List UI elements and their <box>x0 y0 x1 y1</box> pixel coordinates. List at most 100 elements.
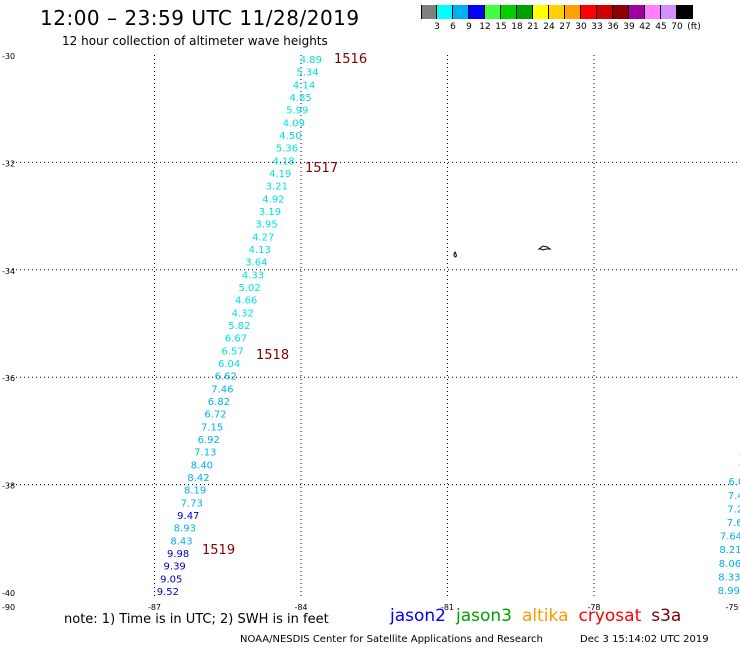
wave-height-label: 8.93 <box>174 524 196 535</box>
legend-swatch <box>517 5 533 19</box>
pass-time-label: 1517 <box>305 161 338 176</box>
legend-tick-label: 21 <box>527 22 539 32</box>
legend-tick-label: 3 <box>434 22 440 32</box>
wave-height-label: 6 <box>739 450 740 461</box>
legend-swatch <box>661 5 677 19</box>
lat-tick-label: -32 <box>2 159 15 168</box>
wave-height-track: 4.89 5.344.14 4.85 5.994.09 4.50 5.364.18 4.19… <box>157 55 322 598</box>
legend-tick-label: 9 <box>466 22 472 32</box>
wave-height-label: 6.0 <box>728 477 740 488</box>
legend-tick-label: 36 <box>607 22 619 32</box>
wave-height-label: 8.21 <box>719 545 740 556</box>
pass-time-label: 1516 <box>334 52 367 67</box>
pass-time-labels: 1516 1517 1518 1519 <box>202 52 367 558</box>
wave-height-label: 7.13 <box>194 448 216 459</box>
legend-swatch <box>469 5 485 19</box>
lon-tick-label: -84 <box>294 603 307 612</box>
satellite-label: jason3 <box>456 606 512 626</box>
satellite-label: jason2 <box>390 606 446 626</box>
legend-swatch <box>501 5 517 19</box>
wave-height-label: 9.98 <box>167 549 189 560</box>
wave-height-label: 5.02 <box>238 283 260 294</box>
grid-lines <box>8 55 740 598</box>
wave-height-label: 3.95 <box>255 220 277 231</box>
wave-height-label: 6.67 <box>225 334 247 345</box>
wave-height-label: 8.19 <box>184 486 206 497</box>
legend-tick-label: 30 <box>575 22 587 32</box>
legend-swatch <box>613 5 629 19</box>
wave-height-label: 9.39 <box>164 562 186 573</box>
legend-tick-label: 70 <box>671 22 683 32</box>
wave-height-label: 7.2 <box>727 504 740 515</box>
wave-height-label: 7.6 <box>727 518 740 529</box>
wave-height-track-right: 66666676.07.47.27.67.648.218.068.338.99 <box>718 436 740 597</box>
pass-time-label: 1519 <box>202 543 235 558</box>
wave-height-label: 6.92 <box>198 435 220 446</box>
wave-height-label: 5.36 <box>276 144 298 155</box>
legend-swatch <box>565 5 581 19</box>
wave-height-label: 5.34 <box>296 68 318 79</box>
wave-height-label: 6.62 <box>215 372 237 383</box>
wave-height-label: 4.27 <box>252 232 274 243</box>
wave-height-label: 4.92 <box>262 194 284 205</box>
wave-height-label: 4.09 <box>283 118 305 129</box>
legend-tick-label: 6 <box>450 22 456 32</box>
wave-height-label: 3.64 <box>245 258 267 269</box>
wave-height-label: 6.72 <box>204 410 226 421</box>
legend-swatch <box>597 5 613 19</box>
legend-unit: (ft) <box>687 22 701 32</box>
legend-tick-label: 24 <box>543 22 555 32</box>
islands <box>453 245 552 258</box>
wave-height-label: 4.66 <box>235 296 257 307</box>
wave-height-label: 9.52 <box>157 587 179 598</box>
legend-swatch <box>453 5 469 19</box>
wave-height-label: 7.15 <box>201 422 223 433</box>
legend-swatch <box>581 5 597 19</box>
wave-height-label: 6.82 <box>208 397 230 408</box>
map-subtitle: 12 hour collection of altimeter wave hei… <box>62 34 328 48</box>
wave-height-label: 4.19 <box>269 169 291 180</box>
pass-time-label: 1518 <box>256 348 289 363</box>
legend-tick-label: 33 <box>591 22 603 32</box>
credit-text: NOAA/NESDIS Center for Satellite Applica… <box>240 634 543 645</box>
legend-swatch <box>629 5 645 19</box>
wave-height-label: 8.33 <box>718 572 740 583</box>
lat-tick-label: -34 <box>2 267 15 276</box>
lat-tick-label: -40 <box>2 589 15 598</box>
lon-tick-label: -78 <box>587 603 600 612</box>
satellite-label: altika <box>522 606 569 626</box>
wave-height-label: 8.06 <box>719 559 740 570</box>
satellite-legend: jason2 jason3 altika cryosat s3a <box>390 606 691 626</box>
legend-tick-label: 27 <box>559 22 571 32</box>
map-title: 12:00 – 23:59 UTC 11/28/2019 <box>40 6 360 30</box>
wave-height-label: 4.85 <box>290 93 312 104</box>
legend-swatch <box>485 5 501 19</box>
lon-tick-label: -90 <box>2 603 15 612</box>
wave-height-label: 3.21 <box>266 182 288 193</box>
wave-height-label: 8.43 <box>170 536 192 547</box>
wave-height-label: 7.64 <box>720 532 740 543</box>
wave-height-label: 4.14 <box>293 80 315 91</box>
wave-height-label: 9.47 <box>177 511 199 522</box>
legend-tick-label: 18 <box>511 22 523 32</box>
wave-height-label: 4.50 <box>279 131 301 142</box>
wave-height-label: 6.57 <box>221 346 243 357</box>
legend-swatch <box>533 5 549 19</box>
wave-height-label: 8.40 <box>191 460 213 471</box>
wave-height-label: 8.99 <box>718 586 740 597</box>
lat-tick-label: -38 <box>2 482 15 491</box>
legend-tick-label: 39 <box>623 22 635 32</box>
legend-swatch <box>677 5 693 19</box>
wave-height-label: 4.13 <box>249 245 271 256</box>
satellite-label: cryosat <box>578 606 642 626</box>
wave-height-label: 4.18 <box>272 156 294 167</box>
axis-labels: -30 -32 -34 -36 -38 -40 -90 -87 -84 -81 -78 -75 <box>2 52 739 612</box>
footer-note: note: 1) Time is in UTC; 2) SWH is in fe… <box>64 612 329 627</box>
wave-height-label: 3.19 <box>259 207 281 218</box>
wave-height-label: 4.89 <box>300 55 322 66</box>
wave-height-label: 7.73 <box>181 498 203 509</box>
timestamp-text: Dec 3 15:14:02 UTC 2019 <box>580 634 709 645</box>
island-large <box>537 245 552 251</box>
wave-height-label: 5.82 <box>228 321 250 332</box>
